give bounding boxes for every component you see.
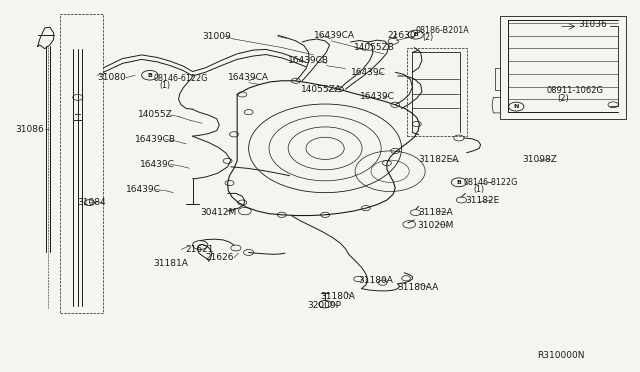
Text: R310000N: R310000N	[537, 351, 584, 360]
Text: 14055ZA: 14055ZA	[301, 85, 342, 94]
Text: (1): (1)	[473, 185, 484, 194]
Text: 16439CA: 16439CA	[314, 31, 355, 40]
Text: 21630: 21630	[387, 31, 415, 40]
Text: 14055ZB: 14055ZB	[354, 43, 395, 52]
Text: 16439CA: 16439CA	[228, 73, 269, 82]
Text: B: B	[147, 73, 152, 78]
Text: 16439C: 16439C	[140, 160, 175, 169]
Bar	[406, 48, 467, 136]
Text: 31080: 31080	[97, 73, 125, 82]
Text: 21626: 21626	[205, 253, 234, 262]
Bar	[500, 16, 626, 119]
Text: (1): (1)	[159, 81, 170, 90]
Text: 14055Z: 14055Z	[138, 110, 173, 119]
Text: 16439C: 16439C	[126, 185, 161, 194]
Text: 16439C: 16439C	[351, 68, 385, 77]
Text: 16439CB: 16439CB	[288, 56, 329, 65]
Text: 08186-B201A: 08186-B201A	[415, 26, 469, 35]
Text: N: N	[513, 104, 519, 109]
Text: 31182EA: 31182EA	[419, 155, 459, 164]
Text: 32009P: 32009P	[307, 301, 341, 310]
Text: 31009: 31009	[203, 32, 232, 41]
Text: 31036: 31036	[579, 20, 607, 29]
Text: 31086: 31086	[15, 125, 44, 134]
Text: 31084: 31084	[77, 198, 106, 207]
Text: (2): (2)	[557, 94, 569, 103]
Text: 16439CB: 16439CB	[135, 135, 176, 144]
Text: 31180A: 31180A	[358, 276, 393, 285]
Text: 21621: 21621	[185, 245, 213, 254]
Text: 08146-6122G: 08146-6122G	[153, 74, 207, 83]
Text: 08911-1062G: 08911-1062G	[547, 86, 604, 94]
Text: 31181A: 31181A	[153, 259, 188, 268]
Text: B: B	[413, 32, 418, 37]
Text: (2): (2)	[422, 33, 433, 42]
Text: B: B	[456, 180, 461, 185]
Text: 31182A: 31182A	[419, 208, 454, 218]
Text: 31180AA: 31180AA	[397, 283, 439, 292]
Text: 31098Z: 31098Z	[523, 155, 557, 164]
Text: 16439C: 16439C	[360, 92, 395, 101]
Text: 08146-8122G: 08146-8122G	[463, 178, 518, 187]
Text: 31020M: 31020M	[417, 221, 453, 230]
Text: 30412M: 30412M	[200, 208, 236, 218]
Text: 31182E: 31182E	[465, 196, 500, 205]
Text: 31180A: 31180A	[320, 292, 355, 301]
Bar	[60, 14, 103, 313]
